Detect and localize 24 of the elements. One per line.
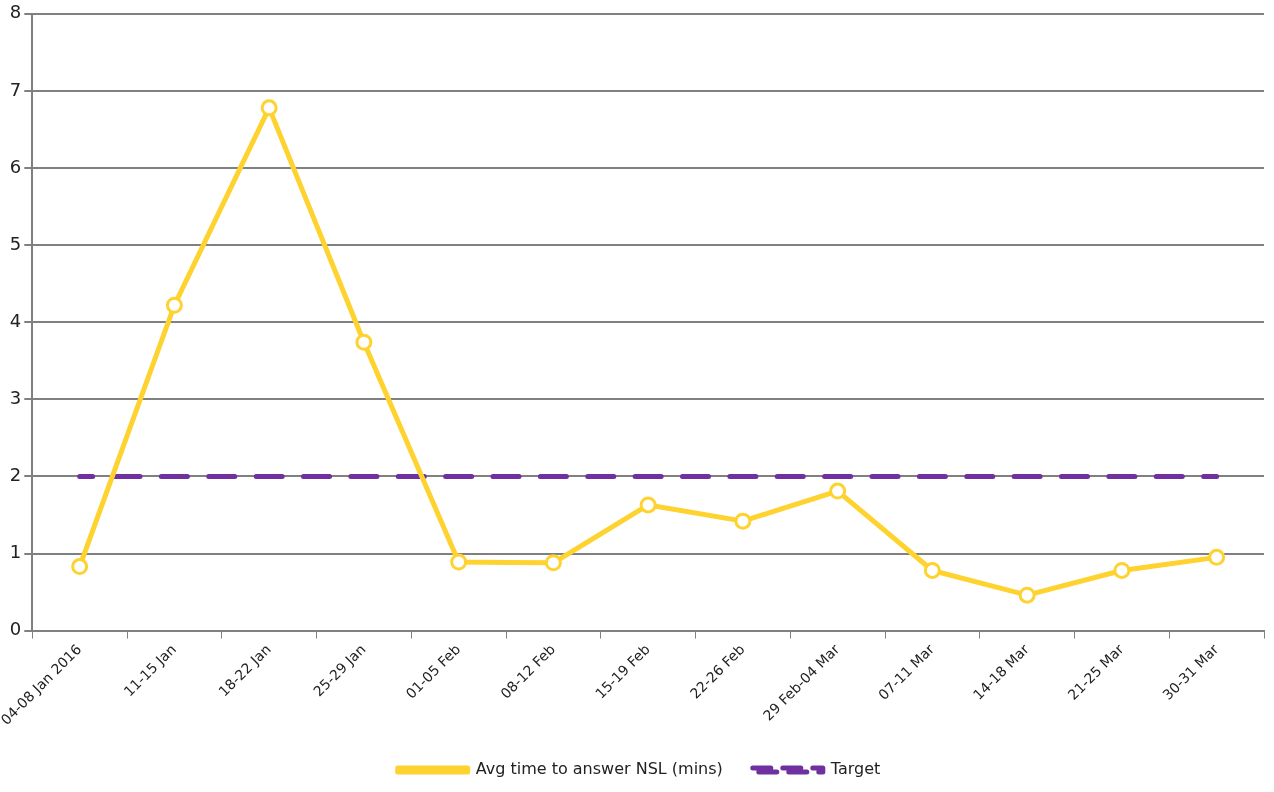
point xyxy=(1018,586,1036,604)
y-tick-label: 5 xyxy=(9,232,22,254)
y-tick-label: 6 xyxy=(9,155,22,177)
y-tick-label: 7 xyxy=(9,78,22,100)
y-tick-label: 1 xyxy=(9,541,22,563)
point xyxy=(355,333,373,351)
point xyxy=(544,554,562,572)
legend-label: Target xyxy=(829,759,881,779)
point xyxy=(1208,548,1226,566)
point xyxy=(450,553,468,571)
y-tick-label: 4 xyxy=(9,309,22,331)
point xyxy=(734,512,752,530)
legend-label: Avg time to answer NSL (mins) xyxy=(475,759,723,779)
point xyxy=(1113,561,1131,579)
y-tick-label: 3 xyxy=(9,386,22,408)
point xyxy=(829,482,847,500)
y-tick-label: 8 xyxy=(9,1,22,23)
point xyxy=(71,558,89,576)
y-tick-label: 0 xyxy=(9,618,22,640)
point xyxy=(639,496,657,514)
y-tick-label: 2 xyxy=(9,464,22,486)
point xyxy=(923,561,941,579)
point xyxy=(165,296,183,314)
point xyxy=(260,99,278,117)
